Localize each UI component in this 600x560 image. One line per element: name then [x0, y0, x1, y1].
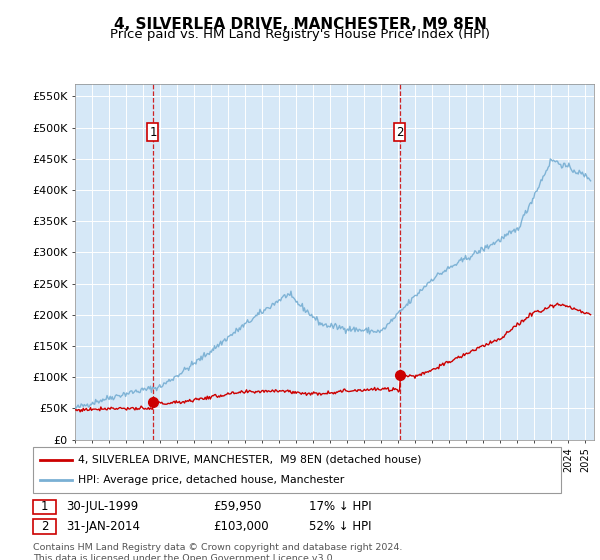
- Text: HPI: Average price, detached house, Manchester: HPI: Average price, detached house, Manc…: [78, 475, 344, 485]
- Text: 4, SILVERLEA DRIVE, MANCHESTER, M9 8EN: 4, SILVERLEA DRIVE, MANCHESTER, M9 8EN: [113, 17, 487, 32]
- Text: 4, SILVERLEA DRIVE, MANCHESTER,  M9 8EN (detached house): 4, SILVERLEA DRIVE, MANCHESTER, M9 8EN (…: [78, 455, 421, 465]
- Text: 1: 1: [149, 125, 157, 138]
- Text: 2: 2: [41, 520, 48, 533]
- Text: Contains HM Land Registry data © Crown copyright and database right 2024.
This d: Contains HM Land Registry data © Crown c…: [33, 543, 403, 560]
- Text: 2: 2: [396, 125, 403, 138]
- Text: Price paid vs. HM Land Registry's House Price Index (HPI): Price paid vs. HM Land Registry's House …: [110, 28, 490, 41]
- Text: £59,950: £59,950: [213, 500, 262, 514]
- Text: 1: 1: [41, 500, 48, 514]
- FancyBboxPatch shape: [148, 123, 158, 141]
- Text: 17% ↓ HPI: 17% ↓ HPI: [309, 500, 371, 514]
- Text: 31-JAN-2014: 31-JAN-2014: [66, 520, 140, 533]
- Text: £103,000: £103,000: [213, 520, 269, 533]
- Text: 30-JUL-1999: 30-JUL-1999: [66, 500, 138, 514]
- FancyBboxPatch shape: [394, 123, 405, 141]
- Text: 52% ↓ HPI: 52% ↓ HPI: [309, 520, 371, 533]
